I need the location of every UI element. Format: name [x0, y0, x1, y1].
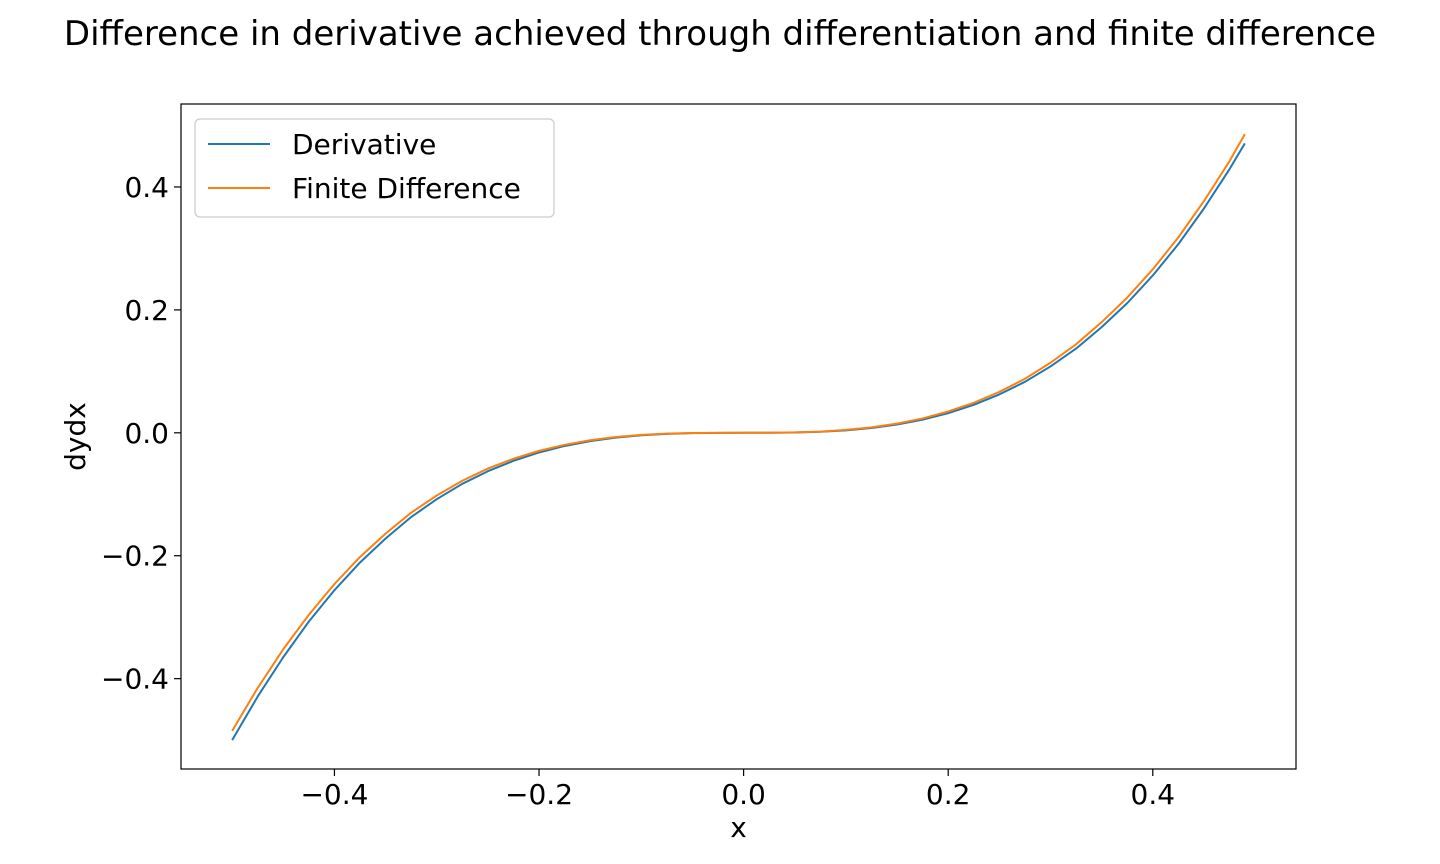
x-tick-label: 0.4 [1131, 778, 1176, 811]
chart-title: Difference in derivative achieved throug… [64, 14, 1376, 54]
y-tick-label: 0.0 [124, 417, 169, 450]
legend-label-finite-difference: Finite Difference [292, 172, 521, 205]
series-layer [231, 133, 1246, 741]
series-line-derivative [231, 142, 1246, 741]
y-axis-label: dydx [59, 402, 92, 471]
y-tick-label: −0.2 [101, 540, 169, 573]
legend-box [194, 118, 555, 218]
x-tick-label: −0.4 [300, 778, 368, 811]
legend-label-derivative: Derivative [292, 128, 436, 161]
y-tick-label: −0.4 [101, 663, 169, 696]
y-tick-label: 0.2 [124, 294, 169, 327]
x-tick-label: 0.0 [721, 778, 766, 811]
x-tick-label: 0.2 [926, 778, 971, 811]
y-tick-label: 0.4 [124, 171, 169, 204]
x-axis-label: x [730, 811, 747, 844]
plot-area-frame [180, 103, 1297, 770]
ticks-layer: −0.4 −0.2 0.0 0.2 0.4 −0.4 −0.2 0.0 0.2 0.4 [101, 171, 1175, 811]
series-line-finite-difference [231, 133, 1246, 732]
legend: Derivative Finite Difference [194, 118, 555, 218]
x-tick-label: −0.2 [505, 778, 573, 811]
